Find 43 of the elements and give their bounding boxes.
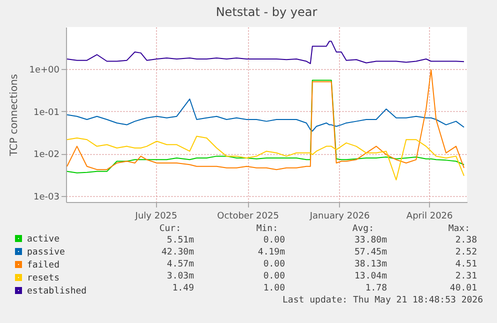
- x-tick-label: April 2026: [406, 212, 454, 222]
- y-tick-label: 1e-02: [34, 150, 60, 160]
- text: 38.13m: [354, 260, 387, 270]
- text: 13.04m: [354, 272, 387, 282]
- legend-label: failed: [27, 260, 60, 270]
- text: Last update: Thu May 21 18:48:53 2026: [282, 296, 483, 306]
- chart-title: Netstat - by year: [216, 5, 318, 19]
- text: Avg:: [352, 224, 374, 234]
- text: 5.51m: [166, 236, 194, 246]
- text: Cur:: [159, 224, 181, 234]
- text: Max:: [448, 224, 470, 234]
- x-tick-label: January 2026: [308, 212, 370, 222]
- text: Min:: [256, 224, 278, 234]
- text: 2.31: [455, 272, 477, 282]
- legend-label: passive: [27, 248, 65, 258]
- y-axis-title: TCP connections: [9, 74, 20, 158]
- legend-label: resets: [27, 274, 60, 284]
- text: 57.45m: [354, 248, 387, 258]
- text: 2.52: [455, 248, 477, 258]
- text: 33.80m: [354, 236, 387, 246]
- text: 40.01: [450, 284, 477, 294]
- text: 2.38: [455, 236, 477, 246]
- line-series: [66, 40, 465, 64]
- text: 0.00: [263, 272, 285, 282]
- legend-label: established: [27, 286, 87, 296]
- y-tick-label: 1e-03: [34, 192, 60, 202]
- text: 1.78: [365, 284, 387, 294]
- y-tick-label: 1e+00: [29, 65, 60, 76]
- line-series: [66, 136, 465, 180]
- y-tick-label: 1e-01: [34, 108, 60, 118]
- x-tick-label: July 2025: [134, 212, 178, 222]
- line-series: [66, 98, 465, 132]
- legend-label: active: [27, 234, 60, 244]
- text: 0.00: [263, 260, 285, 270]
- text: 3.03m: [166, 272, 194, 282]
- text: 4.51: [455, 260, 477, 270]
- x-tick-label: October 2025: [217, 212, 279, 222]
- text: 4.57m: [166, 260, 194, 270]
- text: 1.00: [263, 284, 285, 294]
- text: 42.30m: [161, 248, 194, 258]
- text: 0.00: [263, 236, 285, 246]
- text: 1.49: [172, 284, 194, 294]
- text: 4.19m: [258, 248, 285, 258]
